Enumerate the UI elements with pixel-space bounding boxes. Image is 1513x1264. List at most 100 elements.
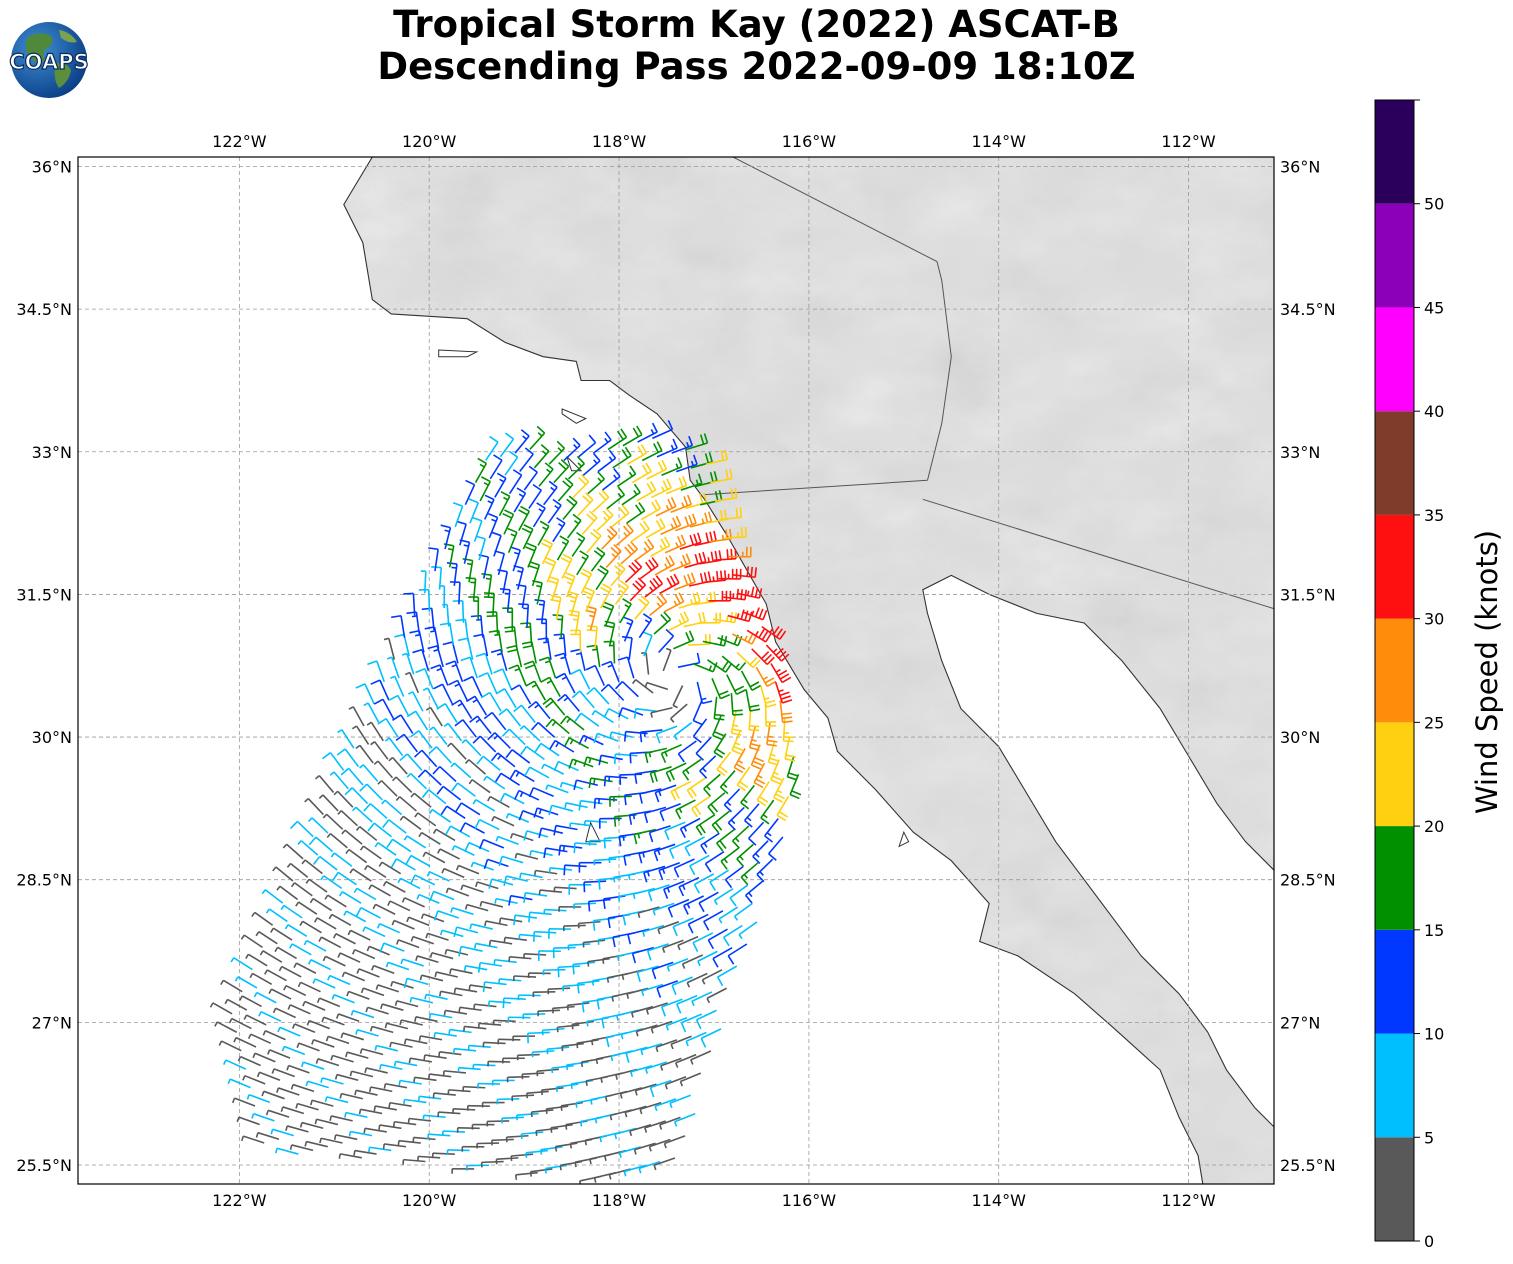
wind-barb [662, 939, 684, 953]
wind-barb [470, 614, 484, 638]
wind-barb [648, 593, 668, 617]
wind-barb [553, 886, 577, 893]
wind-barb [578, 861, 602, 873]
wind-barb [622, 425, 643, 447]
wind-barb [563, 437, 581, 462]
wind-barb [700, 832, 720, 855]
wind-barb [371, 964, 395, 975]
wind-barb [304, 1140, 328, 1148]
wind-barb [442, 1070, 467, 1076]
wind-barb [718, 568, 742, 580]
wind-barb [498, 708, 522, 727]
wind-barb [473, 942, 498, 949]
wind-barb [406, 916, 430, 927]
wind-barb [685, 492, 708, 510]
colorbar-tick-label: 10 [1424, 1025, 1444, 1044]
wind-barb [593, 858, 617, 866]
wind-barb [388, 694, 409, 716]
wind-barb [768, 836, 784, 861]
wind-barb [619, 598, 632, 624]
wind-barb [626, 502, 646, 524]
political-borders [704, 157, 1274, 610]
wind-barb [603, 775, 628, 787]
wind-barb [351, 725, 370, 745]
wind-barb [669, 1094, 691, 1109]
wind-barb [449, 968, 473, 975]
wind-barb [648, 1138, 671, 1152]
wind-barb [446, 562, 458, 586]
wind-barb [650, 1020, 673, 1034]
wind-barb [553, 459, 570, 484]
wind-barb [488, 939, 513, 946]
wind-barb [253, 991, 277, 1004]
wind-barb [539, 1146, 563, 1155]
wind-barb [508, 955, 532, 962]
wind-barb [546, 1046, 570, 1055]
wind-barb [289, 820, 314, 838]
wind-barb [677, 935, 699, 951]
wind-barb [523, 892, 548, 903]
wind-barb [496, 1098, 520, 1105]
wind-barb [309, 897, 333, 912]
wind-barb [259, 950, 283, 963]
wind-barb [667, 898, 690, 918]
wind-barb [701, 969, 723, 985]
wind-barb [698, 891, 719, 913]
wind-barb [281, 1045, 306, 1056]
wind-barb [679, 817, 701, 838]
wind-barb [654, 1098, 677, 1112]
wind-barb [532, 930, 557, 942]
wind-barb [297, 840, 319, 856]
wind-barb [557, 693, 581, 712]
wind-barb [378, 1124, 402, 1131]
wind-barb [472, 1063, 496, 1070]
wind-barb [577, 920, 601, 929]
wind-barb [723, 924, 743, 947]
wind-barb [270, 927, 293, 941]
wind-barb [587, 957, 610, 967]
wind-barb [614, 680, 639, 698]
wind-barb [652, 419, 674, 440]
wind-barb [386, 656, 400, 679]
wind-barb [644, 681, 669, 691]
wind-barb [487, 732, 511, 749]
wind-barb [454, 719, 477, 738]
wind-barb [548, 804, 574, 816]
wind-barb [572, 961, 596, 975]
wind-barb [384, 737, 404, 757]
wind-barb [655, 1039, 678, 1053]
wind-barb [458, 945, 483, 957]
wind-barb [681, 954, 704, 969]
wind-barb [452, 1108, 476, 1114]
wind-barb [664, 534, 687, 554]
wind-barb [636, 481, 657, 502]
wind-barb [639, 557, 659, 580]
wind-barb [413, 749, 438, 768]
wind-barb [554, 1142, 578, 1152]
wind-barb [472, 799, 496, 812]
wind-barb [272, 866, 294, 882]
wind-barb [692, 718, 708, 744]
wind-barb [569, 822, 593, 829]
wind-barb [638, 613, 653, 639]
wind-barb [475, 535, 486, 561]
wind-barb [403, 1038, 428, 1045]
colorbar-segment [1375, 618, 1414, 723]
wind-barb [704, 851, 725, 873]
wind-barb [251, 911, 274, 926]
wind-barb [686, 777, 706, 799]
wind-barb [582, 939, 606, 948]
wind-barb [364, 864, 387, 879]
wind-barb [691, 795, 711, 818]
wind-barb [655, 725, 678, 744]
wind-barb [348, 1130, 373, 1137]
colorbar-tick-label: 50 [1424, 195, 1444, 214]
wind-barb [727, 806, 745, 831]
wind-barb [475, 652, 493, 675]
wind-barb [588, 839, 612, 846]
wind-barb [472, 735, 497, 753]
wind-barb [251, 1112, 275, 1122]
wind-barb [415, 955, 439, 964]
wind-barb [511, 1094, 535, 1102]
wind-barb [615, 523, 634, 546]
